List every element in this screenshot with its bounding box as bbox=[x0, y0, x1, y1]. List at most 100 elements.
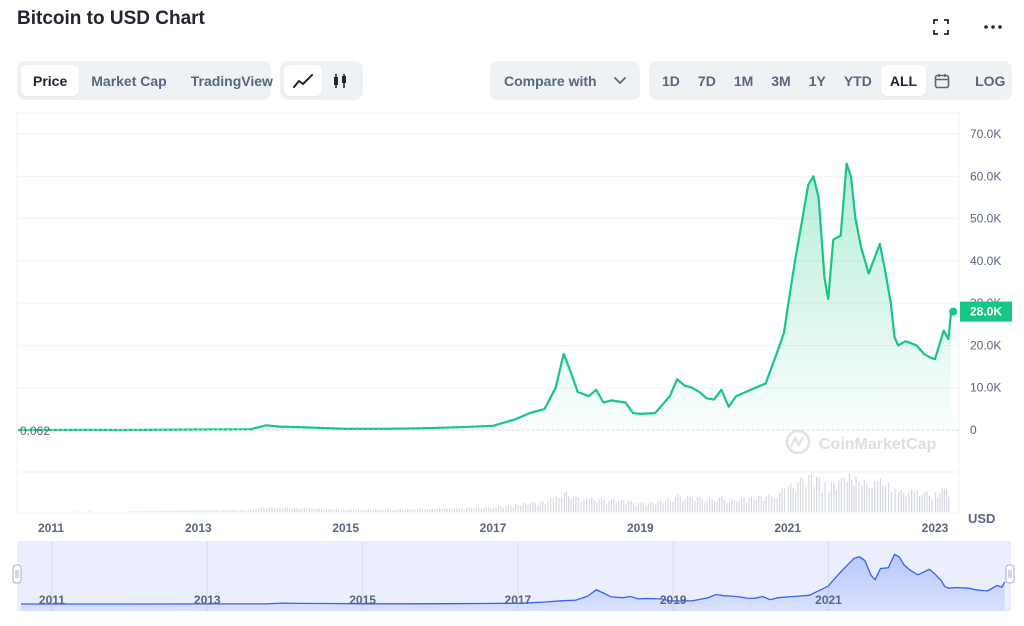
view-tabs: Price Market Cap TradingView bbox=[17, 61, 273, 100]
volume-bar bbox=[150, 510, 152, 512]
watermark-text: CoinMarketCap bbox=[819, 436, 937, 453]
volume-bar bbox=[810, 474, 813, 512]
volume-bar bbox=[321, 509, 323, 512]
volume-bar bbox=[542, 500, 544, 512]
volume-bar bbox=[289, 508, 291, 512]
more-icon[interactable] bbox=[980, 14, 1006, 40]
log-toggle[interactable]: LOG bbox=[975, 72, 1006, 89]
volume-bar bbox=[620, 499, 622, 512]
volume-bar bbox=[905, 496, 907, 512]
volume-bar bbox=[748, 498, 750, 512]
volume-bar bbox=[490, 508, 492, 512]
volume-bar bbox=[180, 510, 182, 512]
volume-bar bbox=[843, 477, 845, 512]
volume-bar bbox=[260, 507, 262, 512]
tab-market-cap[interactable]: Market Cap bbox=[91, 72, 167, 89]
volume-bar bbox=[421, 509, 423, 512]
range-1d[interactable]: 1D bbox=[662, 72, 680, 89]
candlestick-button[interactable] bbox=[322, 65, 358, 96]
current-price-label: 28.0K bbox=[970, 305, 1002, 319]
volume-bar bbox=[691, 498, 694, 512]
volume-bar bbox=[268, 507, 270, 512]
volume-bar bbox=[851, 479, 853, 512]
volume-bar bbox=[874, 480, 876, 512]
volume-bar bbox=[884, 485, 887, 512]
range-1y[interactable]: 1Y bbox=[808, 72, 826, 89]
volume-bar bbox=[664, 501, 667, 512]
volume-bar bbox=[185, 510, 187, 512]
volume-bar bbox=[591, 497, 593, 512]
volume-bar bbox=[470, 508, 473, 512]
navigator-handle-right[interactable] bbox=[1005, 564, 1015, 584]
range-all[interactable]: ALL bbox=[880, 65, 927, 96]
start-label: 0.062 bbox=[20, 424, 50, 438]
volume-bar bbox=[294, 507, 296, 512]
volume-bar bbox=[704, 502, 706, 512]
volume-bar bbox=[647, 503, 649, 512]
volume-bar bbox=[436, 508, 438, 512]
volume-bar bbox=[835, 490, 837, 512]
volume-bar bbox=[473, 508, 475, 512]
range-7d[interactable]: 7D bbox=[697, 72, 716, 89]
range-3m[interactable]: 3M bbox=[771, 72, 791, 89]
volume-bar bbox=[230, 510, 232, 512]
x-tick-label: 2017 bbox=[480, 521, 507, 535]
volume-bar bbox=[507, 504, 509, 512]
volume-bar bbox=[716, 501, 718, 512]
volume-bar bbox=[863, 479, 865, 512]
volume-bar bbox=[935, 492, 937, 512]
volume-bar bbox=[142, 511, 144, 512]
navigator-handle-left[interactable] bbox=[12, 564, 22, 584]
volume-bar bbox=[284, 507, 286, 512]
volume-bar bbox=[686, 496, 689, 512]
volume-bar bbox=[299, 509, 301, 512]
fullscreen-icon[interactable] bbox=[928, 14, 954, 40]
volume-bar bbox=[900, 489, 902, 512]
volume-bar bbox=[855, 476, 857, 512]
navigator-tick-label: 2021 bbox=[815, 593, 842, 607]
volume-bar bbox=[570, 499, 572, 512]
calendar-button[interactable] bbox=[926, 65, 958, 96]
volume-bar bbox=[948, 496, 950, 512]
volume-bar bbox=[355, 509, 357, 512]
volume-bar bbox=[286, 507, 288, 512]
volume-bar bbox=[407, 509, 409, 512]
volume-bar bbox=[323, 509, 325, 512]
volume-bar bbox=[217, 510, 220, 512]
range-ytd[interactable]: YTD bbox=[843, 72, 872, 89]
volume-bar bbox=[367, 509, 369, 512]
volume-bar bbox=[694, 500, 696, 512]
volume-bar bbox=[572, 496, 575, 512]
chart-area[interactable]: 0.062 CoinMarketCap 70.0K 60.0K 50.0K 40.0K… bbox=[0, 112, 1024, 626]
x-tick-label: 2011 bbox=[38, 521, 64, 535]
volume-bar bbox=[628, 500, 630, 512]
volume-bar bbox=[868, 488, 870, 512]
volume-bar bbox=[783, 488, 786, 512]
line-chart-button[interactable] bbox=[284, 65, 322, 96]
volume-bar bbox=[372, 510, 374, 512]
volume-bar bbox=[502, 507, 505, 512]
compare-dropdown[interactable]: Compare with bbox=[490, 61, 640, 100]
range-1m[interactable]: 1M bbox=[733, 72, 754, 89]
volume-bar bbox=[939, 492, 941, 512]
volume-bar bbox=[640, 502, 642, 512]
volume-bar bbox=[409, 509, 411, 512]
volume-bar bbox=[714, 501, 716, 512]
x-tick-label: 2015 bbox=[332, 521, 359, 535]
navigator-tick-label: 2017 bbox=[505, 593, 532, 607]
volume-bar bbox=[380, 510, 382, 512]
volume-bar bbox=[601, 498, 603, 512]
tab-price[interactable]: Price bbox=[21, 65, 80, 96]
volume-bar bbox=[736, 501, 738, 512]
volume-bar bbox=[493, 508, 495, 512]
price-chart[interactable]: 0.062 CoinMarketCap 70.0K 60.0K 50.0K 40.0K… bbox=[0, 112, 1024, 626]
volume-bar bbox=[787, 486, 789, 512]
volume-bar bbox=[833, 482, 835, 512]
volume-bar bbox=[672, 502, 674, 512]
volume-bar bbox=[830, 482, 832, 512]
volume-bar bbox=[258, 508, 260, 512]
volume-bar bbox=[200, 510, 202, 512]
volume-bar bbox=[768, 493, 770, 512]
volume-bar bbox=[387, 509, 389, 512]
tab-tradingview[interactable]: TradingView bbox=[190, 72, 273, 89]
